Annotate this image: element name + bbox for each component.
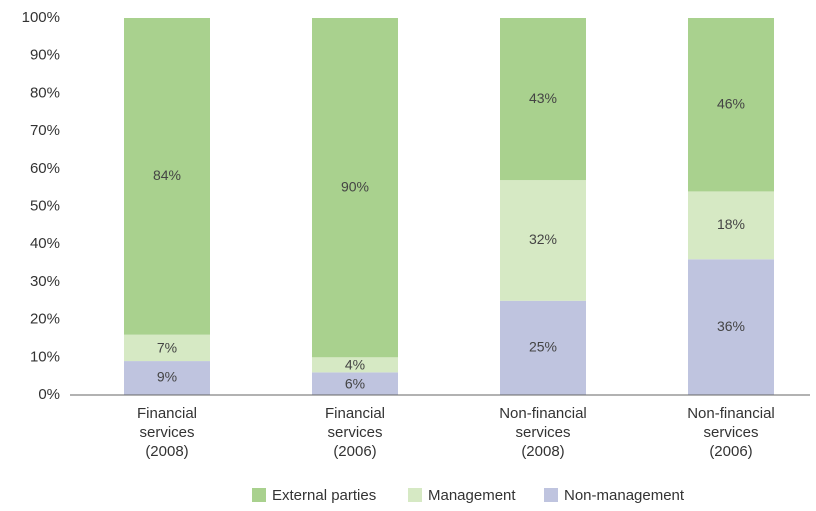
value-label: 7% bbox=[157, 340, 177, 356]
legend-label: Management bbox=[428, 487, 516, 504]
legend-swatch bbox=[408, 488, 422, 502]
y-tick-label: 90% bbox=[30, 47, 60, 64]
bar-segment bbox=[312, 18, 398, 358]
bar-segment bbox=[124, 334, 210, 362]
bar-segment bbox=[500, 300, 586, 395]
bar-segment bbox=[500, 18, 586, 181]
legend-label: External parties bbox=[272, 487, 376, 504]
bar-segment bbox=[312, 357, 398, 373]
legend-swatch bbox=[544, 488, 558, 502]
value-label: 84% bbox=[153, 167, 181, 183]
bar-segment bbox=[124, 361, 210, 395]
legend-swatch bbox=[252, 488, 266, 502]
value-label: 6% bbox=[345, 375, 365, 391]
bar-segment bbox=[688, 191, 774, 260]
y-tick-label: 80% bbox=[30, 84, 60, 101]
value-label: 32% bbox=[529, 231, 557, 247]
bar-segment bbox=[124, 18, 210, 335]
bar-segment bbox=[688, 18, 774, 192]
y-tick-label: 30% bbox=[30, 273, 60, 290]
y-tick-label: 60% bbox=[30, 160, 60, 177]
x-tick-label: Financial services (2008) bbox=[137, 405, 197, 460]
value-label: 4% bbox=[345, 357, 365, 373]
bar-segment bbox=[312, 372, 398, 395]
y-tick-label: 0% bbox=[38, 386, 60, 403]
value-label: 18% bbox=[717, 216, 745, 232]
y-tick-label: 100% bbox=[22, 9, 60, 26]
y-tick-label: 70% bbox=[30, 122, 60, 139]
bar-segment bbox=[500, 180, 586, 301]
x-tick-label: Non-financial services (2008) bbox=[499, 405, 587, 460]
value-label: 43% bbox=[529, 90, 557, 106]
value-label: 90% bbox=[341, 178, 369, 194]
y-tick-label: 40% bbox=[30, 235, 60, 252]
value-label: 9% bbox=[157, 369, 177, 385]
value-label: 46% bbox=[717, 95, 745, 111]
y-tick-label: 10% bbox=[30, 348, 60, 365]
value-label: 36% bbox=[717, 318, 745, 334]
bar-segment bbox=[688, 259, 774, 395]
x-tick-label: Non-financial services (2006) bbox=[687, 405, 775, 460]
y-tick-label: 50% bbox=[30, 197, 60, 214]
x-tick-label: Financial services (2006) bbox=[325, 405, 385, 460]
y-tick-label: 20% bbox=[30, 311, 60, 328]
value-label: 25% bbox=[529, 339, 557, 355]
legend-label: Non-management bbox=[564, 487, 685, 504]
